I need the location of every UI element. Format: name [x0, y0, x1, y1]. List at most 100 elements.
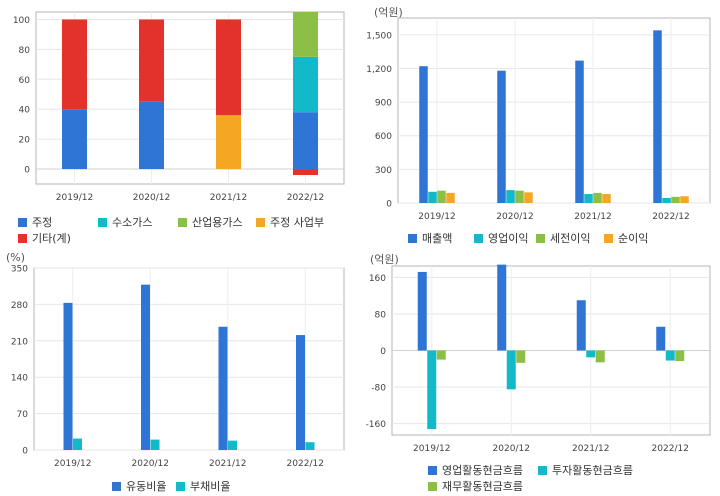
y-tick-label: 280: [11, 301, 28, 311]
legend-swatch: [604, 233, 613, 243]
bar-순이익: [680, 196, 689, 203]
cashflow-unit-label: (억원): [370, 253, 399, 266]
bar-기타(계): [62, 19, 87, 110]
ratios-unit-label: (%): [6, 251, 26, 264]
legend-item: 순이익: [604, 230, 648, 246]
bar-기타(계): [293, 169, 318, 176]
bar-세전이익: [671, 196, 680, 203]
y-tick-label: 0: [380, 347, 386, 357]
bar-기타(계): [216, 19, 241, 116]
x-tick-label: 2022/12: [287, 193, 324, 203]
legend-item: 영업활동현금흐름: [428, 462, 523, 478]
bar-투자활동현금흐름: [506, 350, 516, 390]
bar-부채비율: [228, 440, 237, 450]
y-tick-label: 160: [369, 274, 386, 284]
legend-item: 세전이익: [536, 230, 590, 246]
bar-수소가스: [293, 56, 318, 113]
y-tick-label: 210: [11, 337, 28, 347]
x-tick-label: 2021/12: [572, 444, 609, 454]
bar-영업활동현금흐름: [576, 300, 586, 351]
bar-영업활동현금흐름: [497, 264, 507, 351]
bar-순이익: [446, 192, 455, 203]
bar-매출액: [497, 70, 506, 204]
income-unit-label: (억원): [374, 6, 403, 19]
y-tick-label: -160: [366, 420, 387, 430]
legend-label: 유동비율: [126, 480, 167, 493]
y-tick-label: 1,200: [366, 65, 392, 75]
legend-item: 기타(계): [18, 230, 71, 246]
legend-label: 기타(계): [32, 232, 71, 245]
legend-swatch: [474, 233, 483, 243]
revenue-mix-panel: 0 20 40 60 80 100 2019/12 2020/12 2021/12 2022/12…: [0, 0, 360, 248]
legend-label: 세전이익: [550, 232, 591, 245]
x-tick-label: 2020/12: [133, 193, 170, 203]
x-tick-label: 2020/12: [132, 459, 169, 469]
x-tick-label: 2021/12: [574, 212, 611, 222]
bar-매출액: [419, 66, 428, 203]
legend-item: 산업용가스: [178, 214, 243, 230]
bar-부채비율: [305, 442, 315, 450]
legend-swatch: [18, 233, 27, 243]
bar-매출액: [653, 30, 662, 204]
bar-재무활동현금흐름: [675, 350, 685, 362]
y-tick-label: 80: [19, 46, 31, 56]
bar-재무활동현금흐름: [595, 350, 605, 363]
legend-label: 부채비율: [190, 480, 231, 493]
legend-label: 수소가스: [112, 216, 153, 229]
x-tick-label: 2022/12: [287, 459, 324, 469]
legend-item: 주정: [18, 214, 52, 230]
legend-swatch: [176, 481, 185, 491]
bar-주정: [62, 109, 87, 170]
legend-swatch: [408, 233, 417, 243]
x-tick-label: 2019/12: [418, 212, 455, 222]
y-tick-label: 140: [11, 374, 28, 384]
x-tick-label: 2022/12: [652, 444, 689, 454]
x-tick-label: 2021/12: [210, 193, 247, 203]
bar-주정 사업부: [216, 115, 241, 170]
income-legend: 매출액 영업이익 세전이익 순이익: [360, 222, 720, 248]
x-tick-label: 2019/12: [413, 444, 450, 454]
income-panel: (억원) 0 300 600 900 1,200 1,500 2019/12 2020/12 2…: [360, 0, 720, 248]
bar-영업활동현금흐름: [417, 271, 427, 351]
legend-swatch: [256, 217, 265, 227]
bar-유동비율: [218, 326, 228, 450]
bar-투자활동현금흐름: [427, 350, 437, 430]
bar-기타(계): [139, 19, 164, 102]
legend-swatch: [428, 465, 437, 475]
legend-item: 매출액: [408, 230, 452, 246]
cashflow-chart: -160 -80 0 80 160 2019/12 2020/12 2021/12 2022/1…: [366, 264, 711, 454]
y-tick-label: 20: [19, 136, 31, 146]
cashflow-legend: 영업활동현금흐름 투자활동현금흐름 재무활동현금흐름: [360, 454, 720, 496]
plot-frame: [397, 17, 711, 204]
legend-swatch: [178, 217, 187, 227]
x-tick-label: 2020/12: [493, 444, 530, 454]
bar-매출액: [575, 60, 584, 203]
legend-label: 재무활동현금흐름: [442, 480, 523, 493]
y-tick-label: 900: [375, 99, 392, 109]
legend-item: 부채비율: [176, 478, 230, 494]
legend-label: 주정 사업부: [270, 216, 325, 229]
legend-swatch: [538, 465, 547, 475]
bar-주정: [139, 101, 164, 170]
legend-label: 산업용가스: [192, 216, 243, 229]
bar-부채비율: [73, 438, 82, 450]
bar-재무활동현금흐름: [436, 350, 446, 360]
legend-swatch: [536, 233, 545, 243]
y-tick-label: 1,500: [366, 31, 392, 41]
y-tick-label: 300: [375, 166, 392, 176]
legend-label: 매출액: [422, 232, 453, 245]
bar-부채비율: [150, 439, 160, 450]
bar-유동비율: [63, 302, 73, 450]
legend-item: 수소가스: [98, 214, 152, 230]
bar-세전이익: [593, 192, 602, 203]
y-tick-label: 100: [13, 16, 30, 26]
legend-label: 주정: [32, 216, 53, 229]
legend-swatch: [98, 217, 107, 227]
bar-영업활동현금흐름: [656, 326, 666, 351]
bar-산업용가스: [293, 12, 318, 57]
y-tick-label: 40: [19, 106, 31, 116]
x-tick-label: 2021/12: [209, 459, 246, 469]
y-tick-label: 0: [22, 447, 28, 457]
bar-유동비율: [141, 284, 150, 450]
